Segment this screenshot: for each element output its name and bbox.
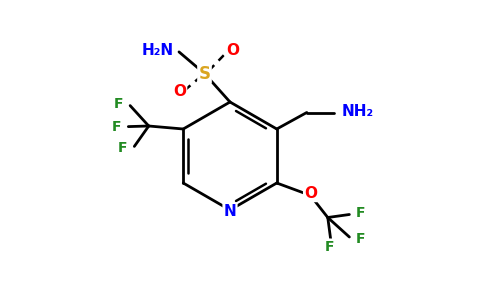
Text: F: F [111, 120, 121, 134]
Text: N: N [224, 204, 236, 219]
Text: O: O [304, 186, 317, 201]
Text: F: F [118, 141, 128, 155]
Text: O: O [226, 43, 239, 58]
Text: F: F [324, 240, 334, 254]
Text: O: O [173, 84, 186, 99]
Text: H₂N: H₂N [141, 43, 174, 58]
Text: F: F [356, 232, 365, 245]
Text: S: S [198, 64, 211, 82]
Text: F: F [356, 206, 365, 220]
Text: NH₂: NH₂ [341, 104, 373, 119]
Text: F: F [114, 97, 123, 111]
